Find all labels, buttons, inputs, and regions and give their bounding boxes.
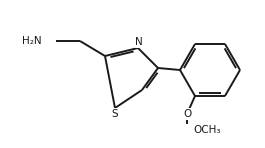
Text: S: S <box>112 109 118 119</box>
Text: OCH₃: OCH₃ <box>193 125 220 135</box>
Text: H₂N: H₂N <box>22 36 42 46</box>
Text: O: O <box>184 109 192 119</box>
Text: N: N <box>135 37 143 47</box>
